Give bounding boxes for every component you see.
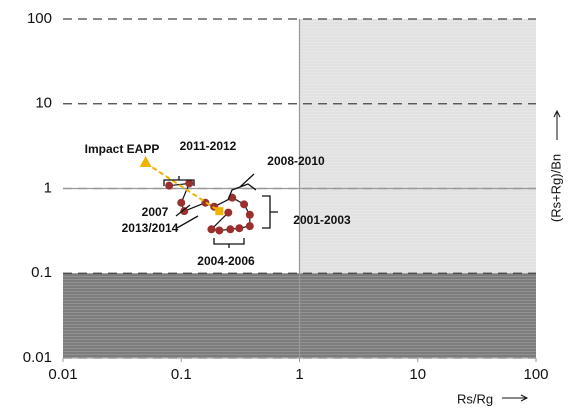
x-tick-label: 0.01	[48, 366, 77, 383]
x-tick-label: 1	[295, 366, 303, 383]
point	[177, 198, 186, 207]
point	[215, 207, 224, 216]
hatch	[299, 19, 536, 274]
x-tick-label: 0.1	[171, 366, 192, 383]
series-line	[145, 162, 220, 213]
y-tick-label: 0.1	[31, 264, 52, 281]
y-tick-label: 0.01	[23, 349, 52, 366]
annotation: 2013/2014	[122, 221, 179, 235]
x-tick-label: 100	[523, 366, 548, 383]
annotation: 2001-2003	[293, 213, 351, 227]
point	[165, 181, 174, 190]
arrow-head	[520, 394, 529, 402]
point	[180, 207, 189, 216]
point	[240, 200, 249, 209]
y-tick-label: 1	[44, 179, 52, 196]
braces	[163, 173, 278, 248]
y-tick-label: 100	[27, 10, 52, 27]
point	[245, 210, 254, 219]
x-tick-label: 10	[409, 366, 426, 383]
series-line	[169, 182, 251, 232]
annotation: Impact EAPP	[85, 142, 160, 156]
brace	[213, 238, 245, 248]
annotation: 2004-2006	[197, 254, 255, 268]
brace	[262, 195, 278, 229]
annotation: 2008-2010	[267, 154, 325, 168]
point	[245, 222, 254, 231]
y-axis-label: (Rs+Rg)/Bn	[548, 154, 563, 222]
point	[139, 155, 152, 167]
y-tick-label: 10	[35, 95, 52, 112]
brace	[175, 204, 199, 229]
point	[207, 225, 216, 234]
x-axis-label: Rs/Rg	[457, 391, 493, 406]
brace	[227, 173, 257, 201]
annotation: 2007	[142, 205, 169, 219]
point	[226, 225, 235, 234]
annotation: 2011-2012	[180, 139, 237, 153]
brace	[163, 176, 195, 186]
point	[215, 226, 224, 235]
arrow-head	[553, 109, 561, 118]
point	[185, 179, 194, 188]
point	[224, 208, 233, 217]
point	[235, 224, 244, 233]
